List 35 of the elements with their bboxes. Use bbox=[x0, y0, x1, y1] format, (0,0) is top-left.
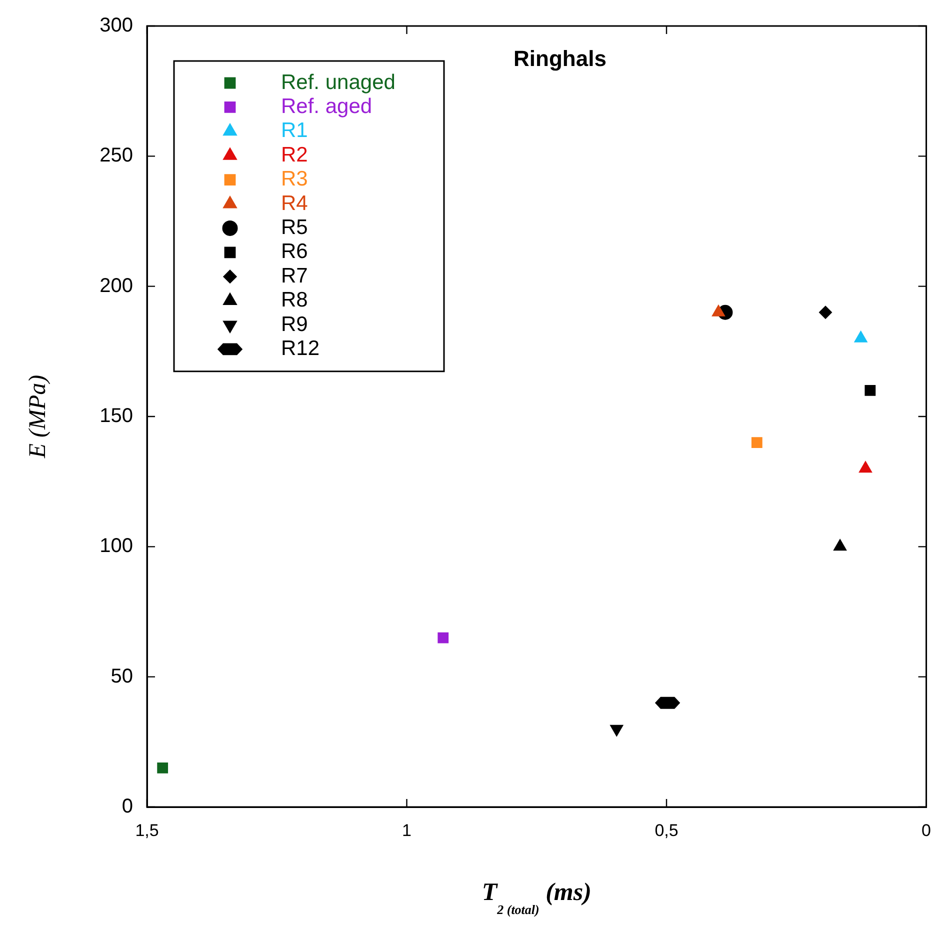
y-axis-title: E (MPa) bbox=[25, 374, 51, 460]
legend-label: R8 bbox=[281, 288, 308, 312]
x-tick-label: 0 bbox=[922, 820, 932, 840]
y-tick-label: 300 bbox=[100, 14, 133, 37]
y-tick-label: 150 bbox=[100, 405, 133, 428]
point bbox=[864, 385, 876, 396]
legend-label: R9 bbox=[281, 312, 308, 336]
legend-label: R4 bbox=[281, 192, 308, 215]
legend-label: R6 bbox=[281, 240, 308, 264]
legend-label: R2 bbox=[281, 143, 308, 166]
text: Ringhals bbox=[514, 46, 606, 71]
legend-label: Ref. aged bbox=[281, 94, 372, 118]
point bbox=[438, 632, 449, 644]
y-tick-label: 100 bbox=[100, 535, 133, 558]
x-tick-label: 0,5 bbox=[654, 820, 678, 840]
legend-label: R5 bbox=[281, 216, 308, 239]
point bbox=[858, 461, 872, 473]
legend-label: Ref. unaged bbox=[281, 70, 396, 94]
x-tick-label: 1 bbox=[402, 820, 412, 840]
point bbox=[833, 539, 847, 551]
point bbox=[818, 306, 832, 319]
point bbox=[751, 437, 762, 448]
y-tick-label: 200 bbox=[100, 274, 133, 297]
point bbox=[712, 304, 726, 316]
y-tick-label: 250 bbox=[100, 144, 133, 167]
legend-label: R12 bbox=[281, 336, 320, 360]
y-tick-label: 50 bbox=[110, 665, 133, 688]
legend-label: R1 bbox=[281, 119, 308, 142]
y-tick-label: 0 bbox=[122, 796, 133, 818]
point bbox=[854, 330, 868, 342]
legend-label: R3 bbox=[281, 168, 308, 191]
x-tick-label: 1,5 bbox=[135, 820, 159, 840]
legend-label: R7 bbox=[281, 264, 308, 288]
point bbox=[157, 762, 168, 774]
x-axis-title: T2 (total) (ms) bbox=[482, 879, 592, 917]
